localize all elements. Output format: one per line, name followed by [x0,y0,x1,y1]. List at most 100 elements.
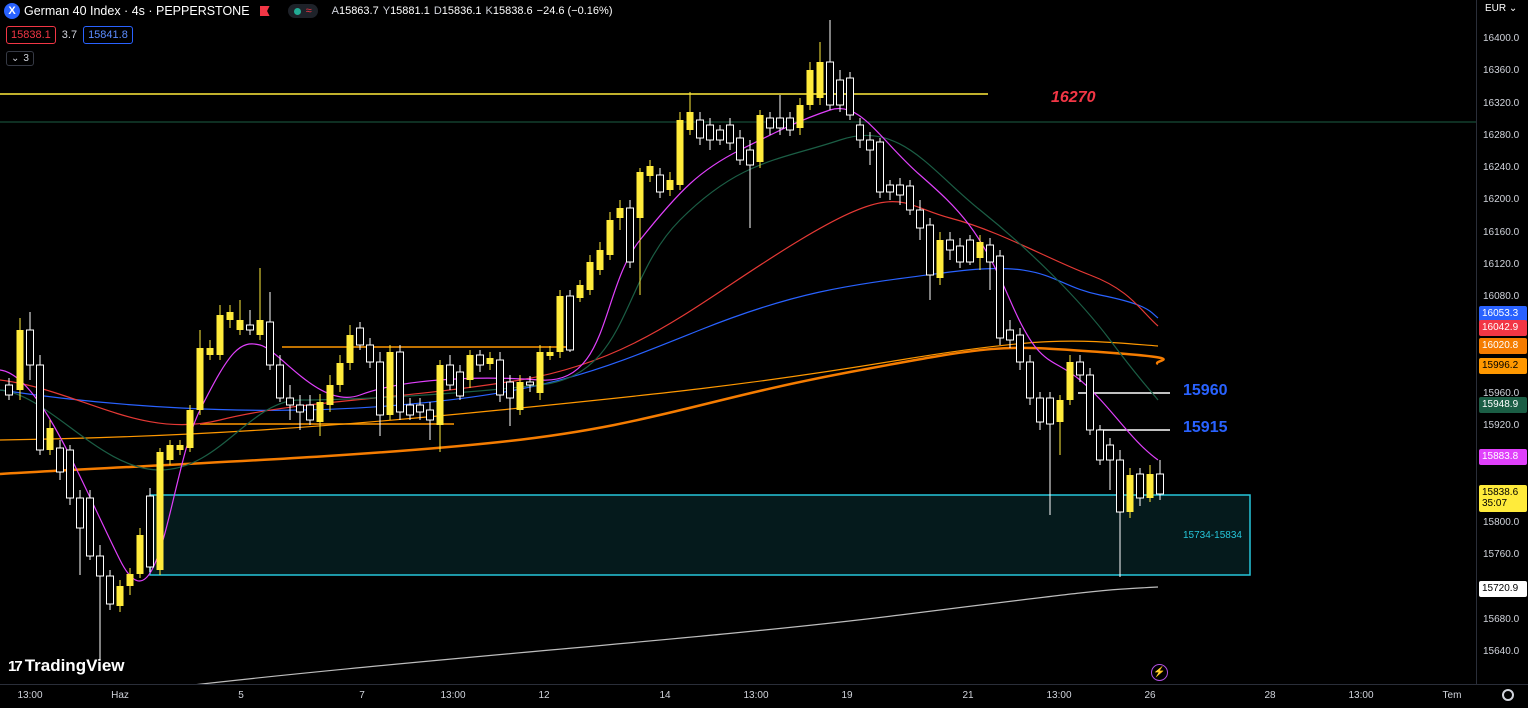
candle-body[interactable] [166,445,174,460]
candle-body[interactable] [326,385,334,405]
candle-body[interactable] [526,381,534,386]
candle-body[interactable] [976,242,984,258]
candle-body[interactable] [1036,397,1044,423]
candle-body[interactable] [966,239,974,263]
level-label-15960[interactable]: 15960 [1183,382,1228,399]
sell-button[interactable]: 15838.1 [6,26,56,44]
candle-body[interactable] [1116,459,1124,513]
candle-body[interactable] [76,497,84,529]
candle-body[interactable] [856,124,864,141]
candle-body[interactable] [136,535,144,574]
candle-body[interactable] [676,120,684,185]
candle-body[interactable] [366,344,374,363]
level-label-16270[interactable]: 16270 [1051,89,1096,106]
candle-body[interactable] [176,445,184,450]
candle-body[interactable] [246,324,254,331]
candle-body[interactable] [466,355,474,380]
candle-body[interactable] [236,320,244,330]
candle-body[interactable] [1136,473,1144,499]
candle-body[interactable] [566,295,574,351]
candle-body[interactable] [996,255,1004,339]
candle-body[interactable] [766,117,774,129]
candle-body[interactable] [626,207,634,263]
price-chart[interactable] [0,0,1476,684]
candle-body[interactable] [146,495,154,568]
candle-body[interactable] [496,359,504,396]
candle-body[interactable] [816,62,824,98]
candle-body[interactable] [506,381,514,399]
candle-body[interactable] [956,245,964,263]
time-axis[interactable]: 13:00 Haz 5 7 13:00 12 14 13:00 19 21 13:00 26 28 13:… [0,684,1528,708]
candle-body[interactable] [16,330,24,390]
candle-body[interactable] [826,61,834,106]
candle-body[interactable] [206,348,214,355]
candle-body[interactable] [616,208,624,218]
candle-body[interactable] [46,428,54,450]
candle-body[interactable] [606,220,614,255]
candle-body[interactable] [416,404,424,413]
candle-body[interactable] [446,364,454,386]
candle-body[interactable] [426,409,434,421]
candle-body[interactable] [1146,474,1154,498]
candle-body[interactable] [1086,374,1094,431]
candle-body[interactable] [276,364,284,399]
candle-body[interactable] [696,119,704,139]
candle-body[interactable] [836,79,844,106]
candle-body[interactable] [26,329,34,366]
candle-body[interactable] [1026,361,1034,399]
candle-body[interactable] [96,555,104,577]
candle-body[interactable] [706,124,714,141]
candle-body[interactable] [486,358,494,364]
zone-label[interactable]: 15734-15834 [1183,530,1242,541]
candle-body[interactable] [746,149,754,166]
candle-body[interactable] [726,124,734,144]
candle-body[interactable] [126,574,134,586]
candle-body[interactable] [806,70,814,105]
flag-icon[interactable] [259,6,270,16]
candle-body[interactable] [286,397,294,406]
candle-body[interactable] [296,404,304,413]
tradingview-logo[interactable]: 17 TradingView [8,656,125,676]
candle-body[interactable] [1046,397,1054,425]
candle-body[interactable] [576,285,584,298]
candle-body[interactable] [66,449,74,499]
indicators-toggle[interactable]: ⌄ 3 [6,51,34,66]
candle-body[interactable] [186,410,194,448]
candle-body[interactable] [406,404,414,416]
candle-body[interactable] [926,224,934,276]
candle-body[interactable] [116,586,124,606]
candle-body[interactable] [786,117,794,131]
candle-body[interactable] [1066,362,1074,400]
candle-body[interactable] [596,250,604,270]
candle-body[interactable] [346,335,354,363]
candle-body[interactable] [586,262,594,290]
candle-body[interactable] [796,105,804,128]
candle-body[interactable] [866,139,874,151]
candle-body[interactable] [756,115,764,162]
gear-icon[interactable] [1502,689,1514,701]
candle-body[interactable] [546,352,554,356]
candle-body[interactable] [1126,475,1134,512]
currency-selector[interactable]: EUR ⌄ [1485,3,1518,14]
candle-body[interactable] [1096,429,1104,461]
symbol-title[interactable]: German 40 Index · 4s · PEPPERSTONE [24,4,250,18]
demand-zone[interactable] [149,494,1251,576]
candle-body[interactable] [316,402,324,422]
candle-body[interactable] [936,240,944,278]
candle-body[interactable] [376,361,384,416]
buy-button[interactable]: 15841.8 [83,26,133,44]
candle-body[interactable] [356,327,364,346]
candle-body[interactable] [56,447,64,473]
candle-body[interactable] [686,112,694,130]
candle-body[interactable] [906,185,914,211]
candle-body[interactable] [1076,361,1084,376]
candle-body[interactable] [1056,400,1064,422]
candle-body[interactable] [876,141,884,193]
candle-body[interactable] [556,296,564,352]
candle-body[interactable] [916,209,924,229]
candle-body[interactable] [1106,444,1114,461]
price-axis[interactable]: EUR ⌄ 16400.0 16360.0 16320.0 16280.0 16240.… [1476,0,1528,684]
candle-body[interactable] [886,184,894,193]
candle-body[interactable] [846,77,854,116]
candle-body[interactable] [196,348,204,410]
